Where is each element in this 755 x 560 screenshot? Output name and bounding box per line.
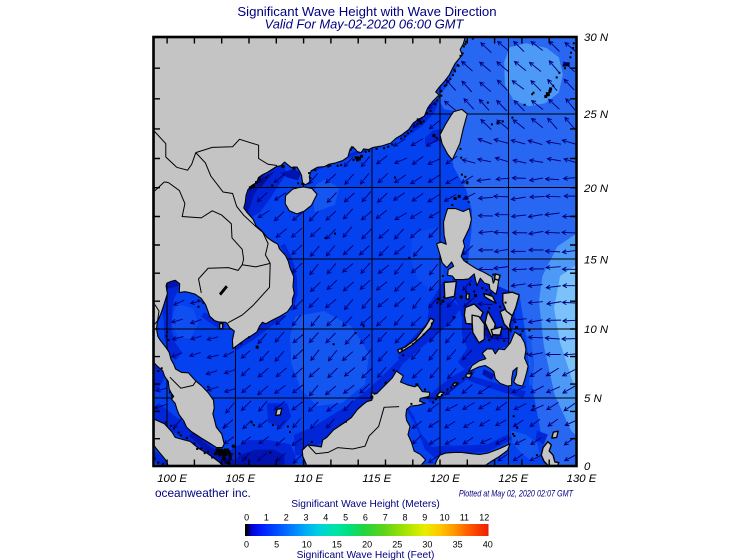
svg-text:130 E: 130 E bbox=[567, 473, 597, 485]
svg-text:0: 0 bbox=[244, 513, 249, 523]
svg-text:20: 20 bbox=[362, 540, 372, 550]
svg-text:25: 25 bbox=[392, 540, 402, 550]
svg-text:10: 10 bbox=[440, 513, 450, 523]
svg-text:30 N: 30 N bbox=[584, 32, 609, 44]
svg-text:7: 7 bbox=[383, 513, 388, 523]
svg-text:0: 0 bbox=[584, 461, 591, 473]
svg-text:125 E: 125 E bbox=[498, 473, 528, 485]
svg-text:4: 4 bbox=[323, 513, 328, 523]
svg-text:5: 5 bbox=[274, 540, 279, 550]
svg-text:10: 10 bbox=[302, 540, 312, 550]
svg-text:110 E: 110 E bbox=[294, 473, 323, 485]
svg-text:Significant Wave Height (Meter: Significant Wave Height (Meters) bbox=[291, 499, 440, 510]
svg-text:Significant Wave Height with W: Significant Wave Height with Wave Direct… bbox=[237, 4, 496, 19]
svg-text:1: 1 bbox=[264, 513, 269, 523]
svg-text:10 N: 10 N bbox=[584, 324, 609, 336]
svg-text:Valid For May-02-2020 06:00 GM: Valid For May-02-2020 06:00 GMT bbox=[265, 17, 465, 32]
svg-text:Plotted at May 02, 2020 02:07: Plotted at May 02, 2020 02:07 GMT bbox=[459, 487, 574, 498]
svg-text:8: 8 bbox=[402, 513, 407, 523]
svg-text:3: 3 bbox=[303, 513, 308, 523]
svg-text:6: 6 bbox=[363, 513, 368, 523]
svg-text:5: 5 bbox=[343, 513, 348, 523]
svg-text:25 N: 25 N bbox=[583, 109, 609, 121]
svg-text:2: 2 bbox=[284, 513, 289, 523]
svg-text:35: 35 bbox=[453, 540, 463, 550]
svg-text:15: 15 bbox=[332, 540, 342, 550]
svg-text:105 E: 105 E bbox=[226, 473, 256, 485]
svg-text:11: 11 bbox=[460, 513, 469, 523]
svg-text:30: 30 bbox=[422, 540, 432, 550]
svg-text:20 N: 20 N bbox=[583, 183, 609, 195]
svg-text:0: 0 bbox=[244, 540, 249, 550]
svg-text:15 N: 15 N bbox=[584, 254, 609, 266]
svg-text:40: 40 bbox=[483, 540, 493, 550]
svg-text:115 E: 115 E bbox=[362, 473, 391, 485]
svg-text:9: 9 bbox=[422, 513, 427, 523]
svg-text:120 E: 120 E bbox=[430, 473, 460, 485]
svg-text:100 E: 100 E bbox=[157, 473, 187, 485]
svg-text:Significant Wave Height (Feet): Significant Wave Height (Feet) bbox=[297, 550, 435, 560]
svg-text:5 N: 5 N bbox=[584, 393, 602, 405]
svg-text:oceanweather inc.: oceanweather inc. bbox=[155, 486, 251, 500]
svg-text:12: 12 bbox=[479, 513, 489, 523]
